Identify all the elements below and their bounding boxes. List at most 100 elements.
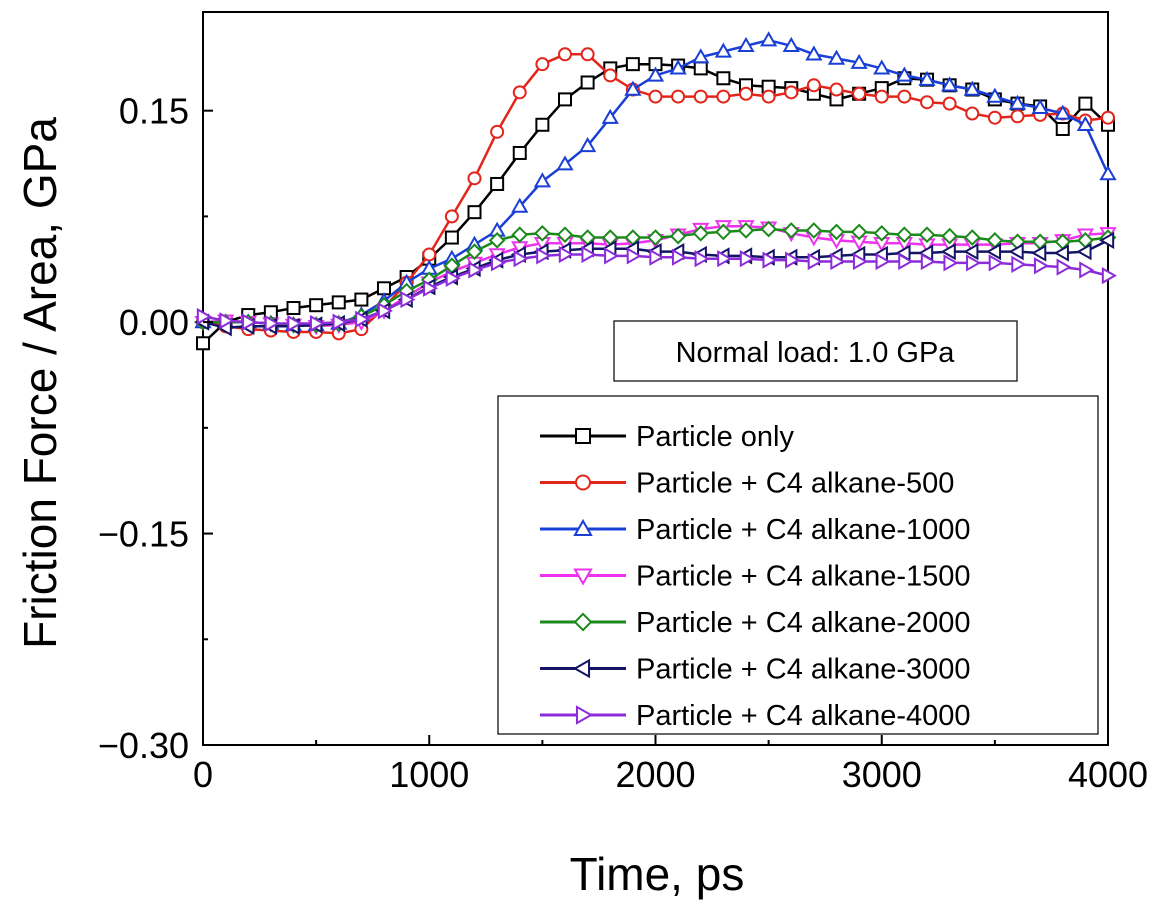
data-point — [581, 245, 597, 264]
data-point — [511, 226, 529, 244]
data-point — [714, 42, 732, 58]
legend-item: Particle only — [540, 421, 794, 453]
data-point — [467, 205, 482, 220]
data-point — [558, 92, 572, 107]
legend-frame — [497, 395, 1099, 735]
data-point — [287, 314, 303, 333]
data-point — [604, 247, 620, 265]
data-point — [511, 197, 529, 213]
data-point — [558, 245, 574, 264]
data-point — [556, 155, 574, 171]
data-point — [444, 230, 459, 245]
data-point — [536, 247, 552, 265]
data-point — [716, 71, 731, 86]
legend-marker — [575, 428, 591, 444]
data-point — [1099, 231, 1115, 249]
data-point — [963, 243, 979, 261]
series-7 — [196, 245, 1117, 333]
data-point — [535, 117, 550, 132]
data-point — [896, 226, 913, 244]
data-point — [963, 80, 981, 96]
y-tick-label: −0.30 — [98, 725, 189, 766]
data-point — [737, 36, 755, 53]
annotation-text: Normal load: 1.0 GPa — [676, 337, 956, 369]
data-point — [806, 78, 821, 93]
data-point — [331, 295, 346, 310]
data-point — [669, 59, 687, 75]
legend-marker — [572, 658, 591, 679]
legend: Particle only Particle + C4 alkane-500 Par… — [497, 395, 1099, 735]
data-point — [196, 336, 210, 351]
data-point — [444, 209, 459, 224]
data-point — [580, 47, 595, 62]
data-point — [875, 252, 891, 271]
data-point — [196, 307, 212, 326]
legend-items: Particle only Particle + C4 alkane-500 Par… — [540, 421, 971, 732]
y-tick-label: 0.15 — [119, 91, 189, 132]
data-point — [1008, 94, 1027, 110]
data-point — [490, 254, 507, 272]
x-axis-title: Time, ps — [570, 848, 745, 900]
data-point — [739, 250, 755, 268]
data-point — [646, 66, 665, 82]
legend-label: Particle + C4 alkane-4000 — [636, 700, 971, 732]
data-point — [693, 89, 708, 104]
data-point — [1031, 98, 1049, 115]
data-point — [1078, 96, 1093, 111]
data-point — [1033, 257, 1050, 275]
data-point — [762, 251, 778, 269]
series-layer — [194, 31, 1117, 351]
data-point — [987, 110, 1002, 125]
data-point — [647, 229, 664, 246]
data-point — [400, 290, 416, 309]
data-point — [669, 227, 687, 245]
legend-marker — [575, 705, 594, 725]
data-point — [1056, 258, 1072, 276]
data-point — [943, 254, 959, 272]
data-point — [918, 226, 936, 244]
data-point — [556, 226, 574, 244]
data-point — [1054, 104, 1072, 120]
data-point — [649, 248, 665, 266]
legend-item: Particle + C4 alkane-1500 — [540, 561, 971, 593]
data-point — [354, 292, 369, 307]
data-point — [422, 247, 437, 262]
data-point — [534, 224, 551, 242]
data-point — [512, 145, 527, 160]
data-point — [466, 243, 483, 260]
data-point — [309, 314, 326, 333]
legend-label: Particle + C4 alkane-3000 — [636, 654, 971, 686]
data-point — [784, 85, 799, 100]
legend-item: Particle + C4 alkane-3000 — [540, 654, 971, 686]
data-point — [468, 261, 484, 279]
data-point — [716, 89, 731, 104]
data-point — [490, 176, 505, 191]
data-point — [827, 49, 846, 65]
data-point — [535, 57, 550, 72]
data-point — [648, 89, 663, 104]
data-point — [693, 61, 708, 76]
data-point — [692, 48, 710, 64]
data-point — [761, 89, 776, 104]
data-point — [1076, 243, 1092, 261]
legend-label: Particle + C4 alkane-1000 — [636, 514, 971, 546]
legend-label: Particle only — [636, 421, 794, 453]
data-point — [805, 222, 823, 239]
legend-marker — [573, 518, 593, 537]
data-point — [920, 95, 934, 110]
data-point — [988, 254, 1004, 272]
data-point — [920, 252, 936, 271]
data-point — [852, 86, 867, 101]
data-point — [942, 96, 957, 111]
data-point — [737, 222, 755, 239]
data-point — [513, 250, 529, 268]
data-point — [219, 312, 235, 330]
data-point — [760, 31, 778, 47]
data-point — [850, 223, 868, 241]
data-point — [423, 279, 439, 297]
legend-item: Particle + C4 alkane-4000 — [540, 700, 971, 732]
data-point — [782, 222, 800, 239]
data-point — [1010, 109, 1025, 124]
data-point — [624, 80, 642, 96]
